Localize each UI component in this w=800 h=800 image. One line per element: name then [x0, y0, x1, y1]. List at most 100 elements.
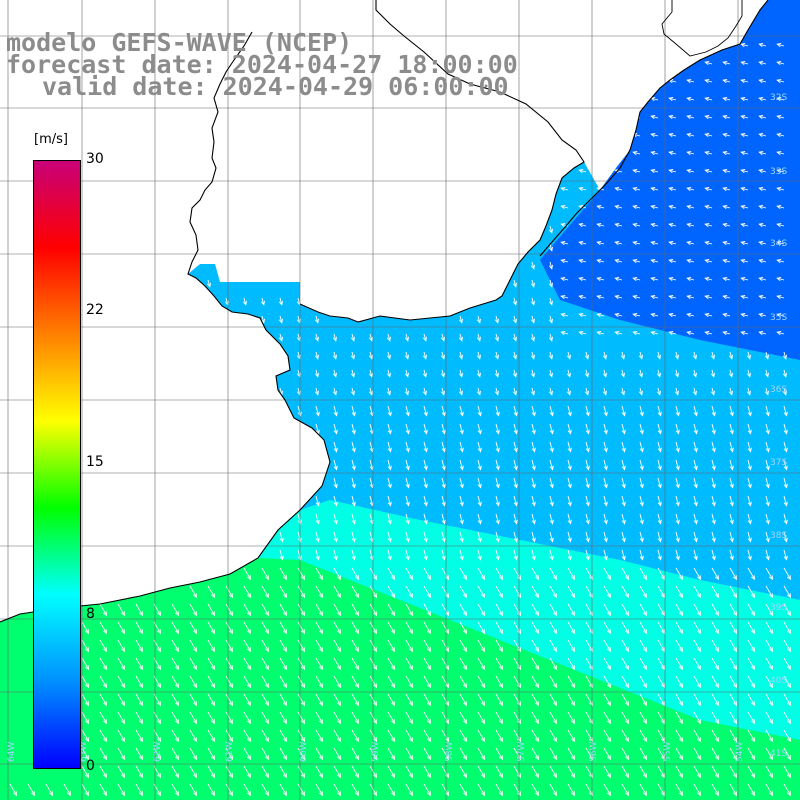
- wind-arrow: [351, 423, 356, 435]
- wind-arrow: [333, 459, 338, 471]
- wind-arrow: [632, 186, 641, 192]
- wind-arrow: [776, 186, 785, 192]
- wind-arrow: [639, 639, 648, 653]
- wind-arrow: [650, 294, 659, 300]
- wind-arrow: [675, 765, 684, 779]
- wind-arrow: [747, 621, 756, 635]
- wind-arrow: [729, 495, 734, 507]
- longitude-label: 61W: [225, 742, 235, 762]
- wind-arrow: [668, 132, 677, 138]
- wind-arrow: [333, 729, 342, 743]
- wind-arrow: [704, 204, 713, 210]
- wind-arrow: [621, 711, 630, 725]
- wind-arrow: [693, 603, 702, 617]
- wind-arrow: [261, 621, 270, 635]
- wind-arrow: [675, 495, 680, 507]
- wind-arrow: [704, 312, 713, 318]
- wind-arrow: [650, 186, 659, 192]
- wind-arrow: [674, 351, 680, 360]
- wind-arrow: [405, 459, 410, 471]
- wind-arrow: [674, 387, 680, 396]
- wind-arrow: [776, 150, 785, 156]
- wind-arrow: [783, 603, 792, 617]
- wind-arrow: [99, 693, 108, 707]
- wind-arrow: [513, 783, 522, 797]
- wind-arrow: [477, 567, 486, 581]
- wind-arrow: [621, 747, 630, 761]
- wind-arrow: [549, 783, 558, 797]
- wind-arrow: [477, 747, 486, 761]
- wind-arrow: [549, 621, 558, 635]
- wind-arrow: [459, 531, 464, 543]
- wind-arrow: [531, 477, 536, 489]
- wind-arrow: [729, 585, 738, 599]
- wind-arrow: [585, 585, 594, 599]
- wind-arrow: [477, 711, 486, 725]
- wind-arrow: [315, 675, 324, 689]
- wind-arrow: [477, 495, 482, 507]
- wind-arrow: [686, 96, 695, 102]
- wind-arrow: [621, 603, 630, 617]
- wind-arrow: [477, 585, 486, 599]
- wind-arrow: [722, 186, 731, 192]
- wind-arrow: [776, 276, 785, 282]
- wind-arrow: [261, 675, 270, 689]
- wind-arrow: [578, 312, 587, 318]
- wind-arrow: [63, 783, 72, 797]
- wind-arrow: [279, 657, 288, 671]
- wind-arrow: [549, 603, 558, 617]
- wind-arrow: [632, 258, 641, 264]
- wind-arrow: [657, 657, 666, 671]
- wind-arrow: [704, 240, 713, 246]
- wind-arrow: [477, 693, 486, 707]
- wind-arrow: [512, 279, 518, 288]
- wind-arrow: [279, 531, 284, 543]
- wind-arrow: [351, 621, 360, 635]
- wind-arrow: [783, 567, 792, 581]
- wind-arrow: [495, 513, 500, 525]
- wind-arrow: [423, 729, 432, 743]
- wind-arrow: [243, 711, 252, 725]
- wind-arrow: [603, 711, 612, 725]
- wind-arrow: [668, 186, 677, 192]
- wind-arrow: [585, 603, 594, 617]
- wind-arrow: [686, 186, 695, 192]
- wind-arrow: [614, 276, 623, 282]
- wind-arrow: [704, 186, 713, 192]
- wind-arrow: [603, 549, 608, 561]
- wind-arrow: [674, 369, 680, 378]
- wind-arrow: [621, 639, 630, 653]
- wind-arrow: [495, 639, 504, 653]
- wind-arrow: [657, 531, 662, 543]
- wind-arrow: [243, 585, 252, 599]
- wind-arrow: [710, 351, 716, 360]
- wind-arrow: [548, 261, 554, 270]
- wind-arrow: [423, 711, 432, 725]
- wind-arrow: [758, 276, 767, 282]
- wind-arrow: [686, 114, 695, 120]
- wind-arrow: [225, 693, 234, 707]
- wind-arrow: [423, 585, 432, 599]
- wind-arrow: [560, 276, 569, 282]
- wind-arrow: [387, 441, 392, 453]
- wind-arrow: [459, 729, 468, 743]
- wind-arrow: [225, 603, 234, 617]
- wind-arrow: [585, 747, 594, 761]
- wind-arrow: [99, 621, 108, 635]
- wind-arrow: [722, 294, 731, 300]
- wind-arrow: [693, 567, 702, 581]
- wind-arrow: [776, 330, 785, 336]
- wind-arrow: [297, 747, 306, 761]
- wind-arrow: [459, 549, 464, 561]
- wind-arrow: [711, 441, 716, 453]
- wind-arrow: [117, 603, 126, 617]
- wind-arrow: [351, 441, 356, 453]
- wind-arrow: [458, 315, 464, 324]
- wind-arrow: [135, 693, 144, 707]
- wind-arrow: [531, 711, 540, 725]
- wind-arrow: [351, 549, 356, 561]
- wind-arrow: [711, 693, 720, 707]
- wind-arrow: [765, 459, 770, 471]
- wind-arrow: [135, 711, 144, 725]
- wind-arrow: [596, 330, 605, 336]
